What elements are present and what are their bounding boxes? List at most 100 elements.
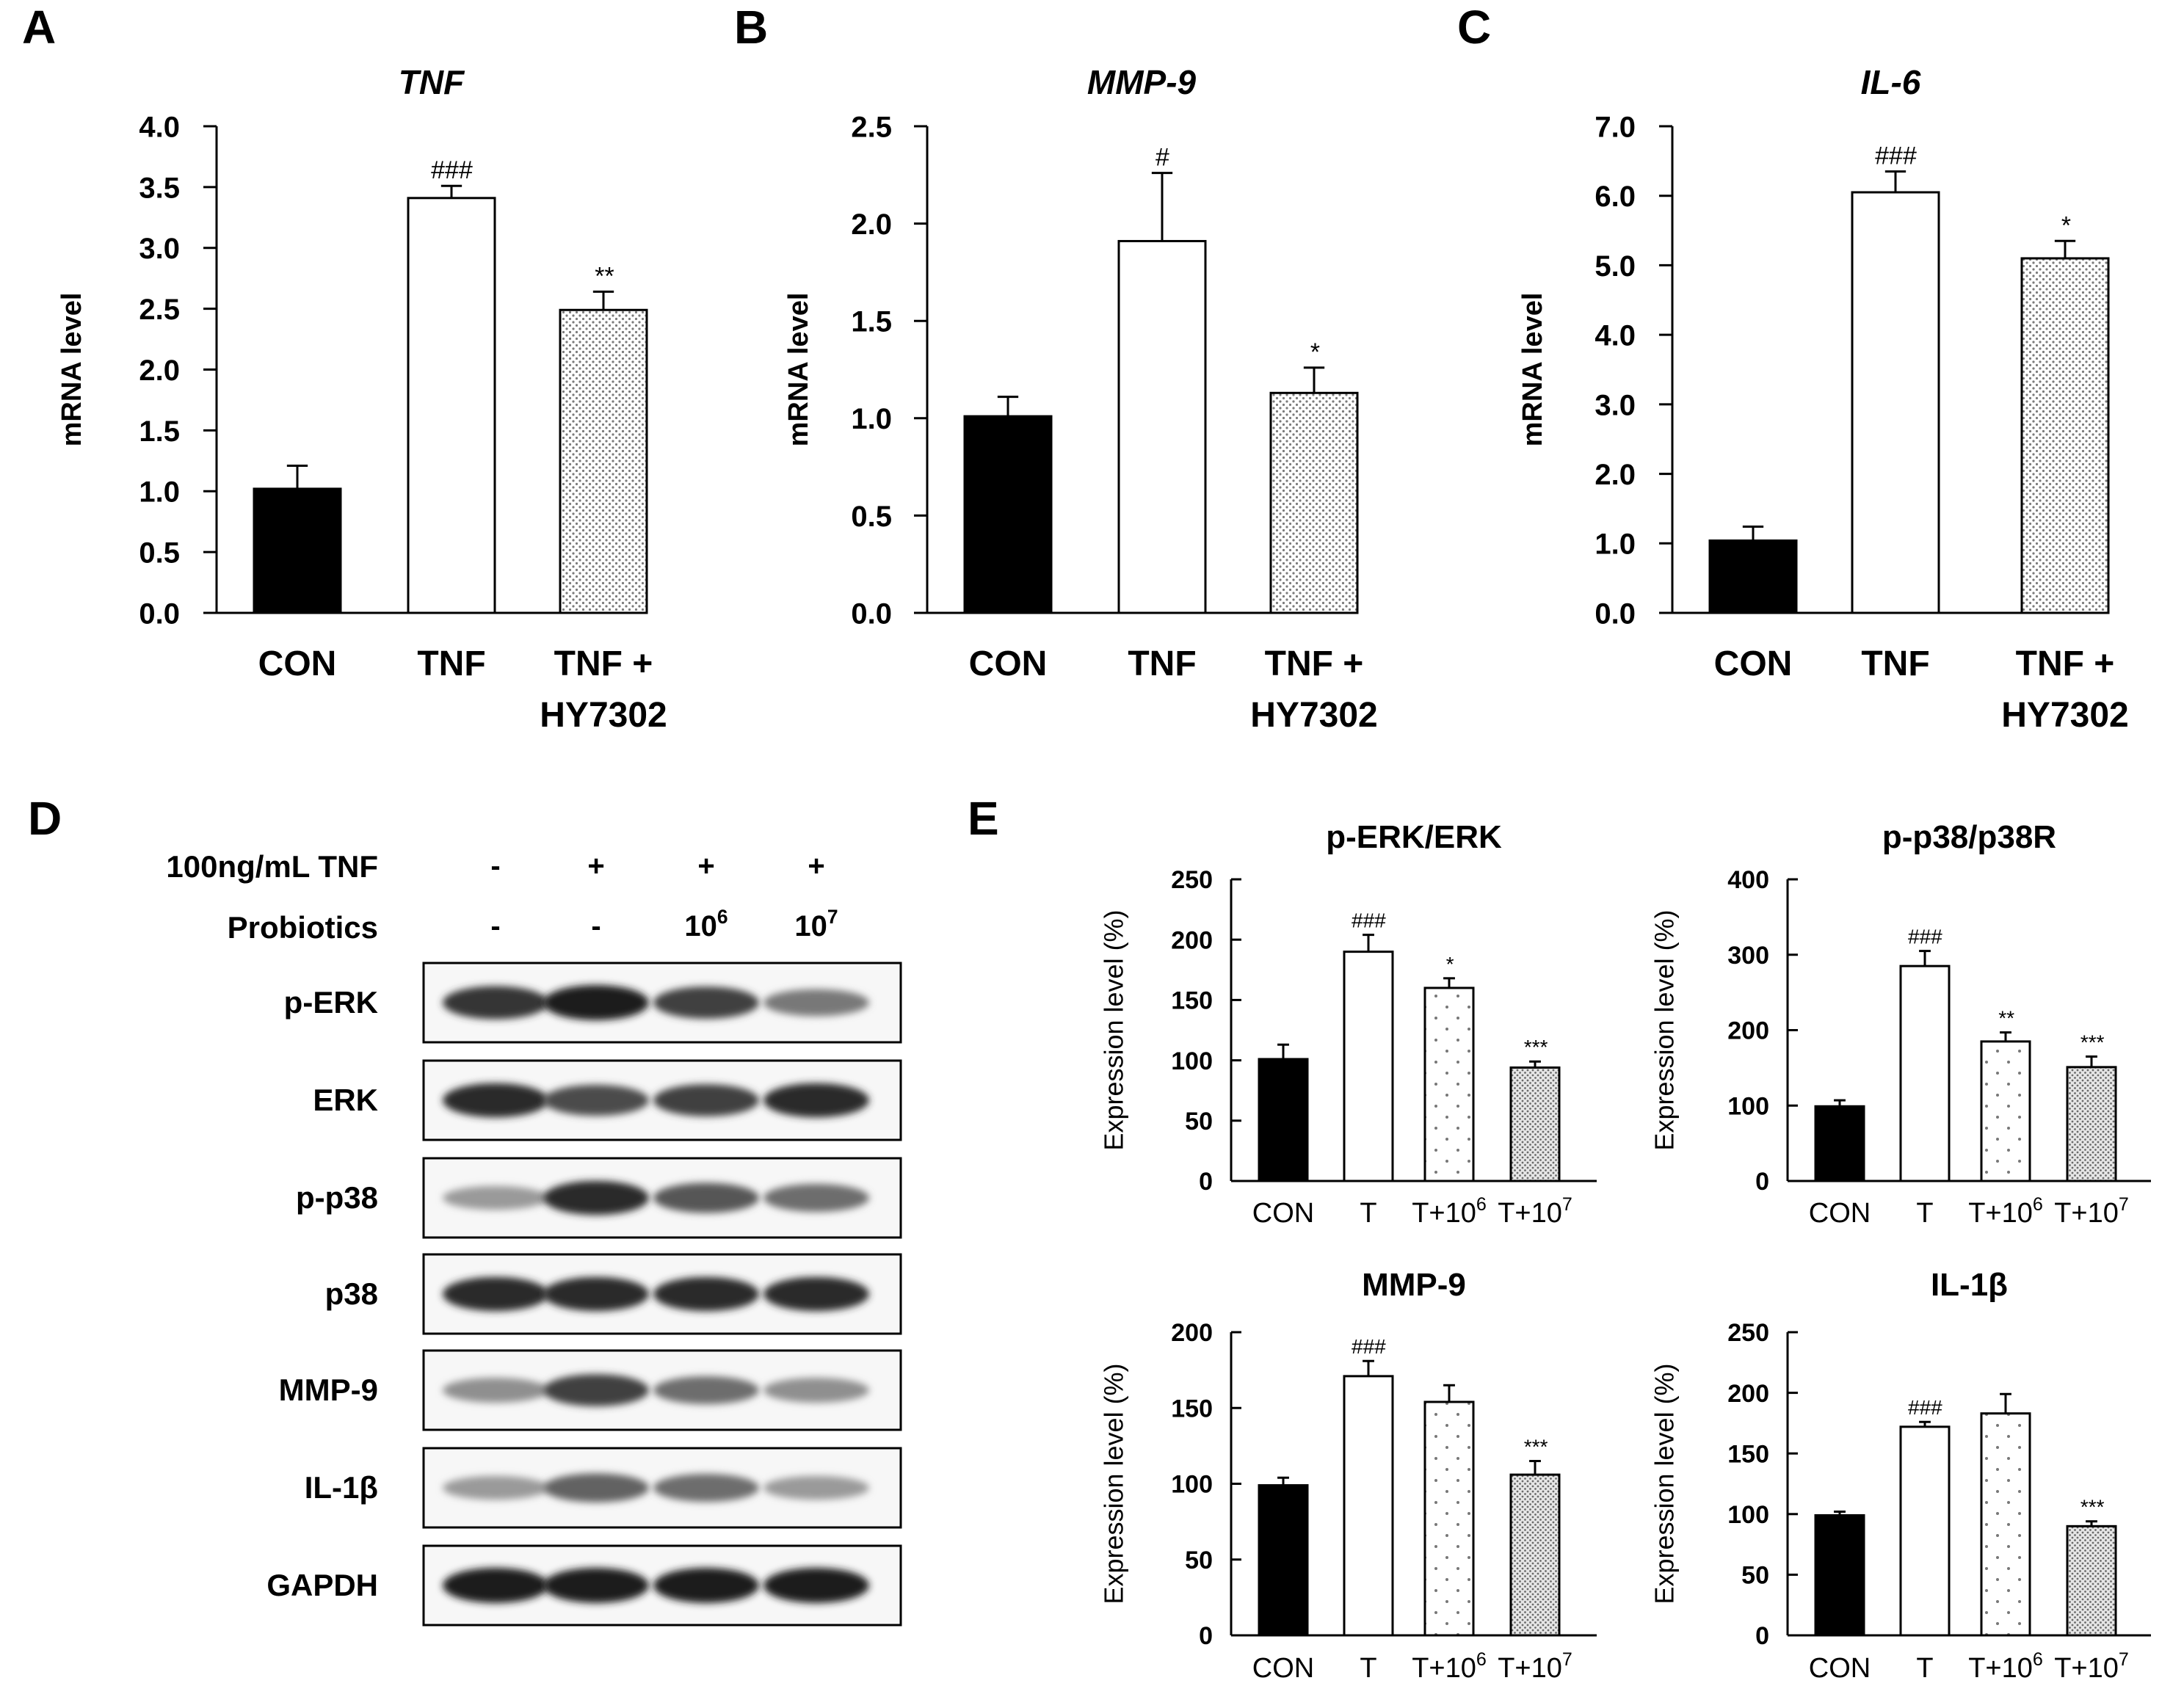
blot-row-label: p-ERK <box>284 985 378 1020</box>
significance-mark: ### <box>1352 909 1386 932</box>
blot-band <box>443 1185 548 1210</box>
chart-a: 0.0 0.5 1.0 1.5 2.0 2.5 3.0 3.5 4.0 TNF mRNA level… <box>57 63 667 735</box>
y-axis-label: Expression level (%) <box>1650 909 1680 1150</box>
category-label: CON <box>1714 644 1793 683</box>
bar <box>1117 239 1207 614</box>
probiotics-mark: 107 <box>794 906 838 942</box>
panel-letter-b: B <box>734 1 769 54</box>
category-label: T+107 <box>1498 1649 1572 1684</box>
panel-letter-a: A <box>22 1 57 54</box>
y-tick-label: 2.0 <box>139 355 180 387</box>
y-tick-label: 100 <box>1727 1092 1769 1120</box>
blot-band <box>653 1182 759 1213</box>
y-tick-label: 100 <box>1171 1047 1213 1075</box>
y-tick-label: 200 <box>1727 1380 1769 1408</box>
chart-title: MMP-9 <box>1362 1267 1466 1303</box>
chart-title: p-p38/p38R <box>1882 819 2056 855</box>
bar <box>1814 1105 1865 1182</box>
y-tick-label: 1.0 <box>139 476 180 509</box>
bar <box>1509 1473 1561 1637</box>
y-tick-label: 1.5 <box>139 415 180 448</box>
treatment-mark: + <box>697 850 714 882</box>
significance-mark: * <box>1309 338 1320 366</box>
y-axis-label: Expression level (%) <box>1650 1363 1680 1604</box>
bar <box>963 415 1053 614</box>
category-label-line2: HY7302 <box>1250 696 1377 735</box>
y-tick-label: 100 <box>1727 1501 1769 1529</box>
bar <box>1899 964 1951 1182</box>
chart-title: p-ERK/ERK <box>1326 819 1502 855</box>
y-tick-label: 250 <box>1727 1319 1769 1347</box>
category-label: TNF <box>417 644 485 683</box>
treatment-mark: - <box>490 850 500 882</box>
significance-mark: *** <box>1523 1436 1548 1458</box>
category-label: T+106 <box>1412 1194 1487 1229</box>
bar <box>1899 1425 1951 1637</box>
y-axis-label: Expression level (%) <box>1099 1363 1129 1604</box>
y-tick-label: 7.0 <box>1595 111 1636 143</box>
bar <box>1423 986 1475 1182</box>
bar <box>1980 1412 2031 1637</box>
y-tick-label: 300 <box>1727 942 1769 970</box>
bar <box>2020 257 2110 614</box>
bar <box>1343 951 1394 1182</box>
bar <box>253 487 342 614</box>
category-label: TNF + <box>1265 644 1364 683</box>
y-tick-label: 150 <box>1727 1440 1769 1468</box>
y-axis-label: mRNA level <box>1517 293 1548 447</box>
y-tick-label: 0.5 <box>139 537 180 570</box>
chart-title: TNF <box>399 63 465 101</box>
blot-band <box>543 1276 649 1312</box>
significance-mark: ### <box>1908 1396 1942 1419</box>
significance-mark: *** <box>2080 1031 2105 1053</box>
y-tick-label: 150 <box>1171 1395 1213 1422</box>
blot-row-label: GAPDH <box>266 1568 378 1602</box>
bar <box>1343 1375 1394 1637</box>
category-label: T <box>1916 1653 1933 1684</box>
bar <box>1851 191 1940 614</box>
y-tick-label: 400 <box>1727 866 1769 894</box>
blot-band <box>543 1180 649 1215</box>
blot-band <box>653 1276 759 1312</box>
significance-mark: * <box>2060 211 2071 239</box>
y-tick-label: 2.0 <box>1595 459 1636 491</box>
blot-band <box>443 1276 548 1312</box>
chart-title: IL-1β <box>1931 1267 2008 1303</box>
y-tick-label: 100 <box>1171 1471 1213 1499</box>
bar <box>1258 1484 1309 1637</box>
category-label: T <box>1360 1198 1376 1229</box>
y-tick-label: 200 <box>1171 1319 1213 1347</box>
blot-row-label: p-p38 <box>296 1180 378 1215</box>
chart-title: MMP-9 <box>1087 63 1197 101</box>
probiotics-mark: - <box>490 910 500 942</box>
bar <box>1708 539 1798 614</box>
treatment-mark: + <box>587 850 604 882</box>
y-tick-label: 4.0 <box>139 111 180 143</box>
treatment-label: 100ng/mL TNF <box>166 849 378 884</box>
probiotics-label: Probiotics <box>228 910 378 945</box>
category-label: T+107 <box>1498 1194 1572 1229</box>
y-tick-label: 1.0 <box>1595 528 1636 561</box>
blot-band <box>543 1084 649 1116</box>
category-label-line2: HY7302 <box>2001 696 2128 735</box>
y-tick-label: 0 <box>1199 1622 1213 1650</box>
blot-band <box>653 1473 759 1502</box>
blot-row-label: ERK <box>313 1083 378 1117</box>
category-label: CON <box>1252 1198 1314 1229</box>
bar <box>1980 1040 2031 1182</box>
bar <box>1258 1058 1309 1182</box>
significance-mark: ### <box>1352 1335 1386 1358</box>
y-tick-label: 0.0 <box>1595 597 1636 630</box>
category-label: CON <box>1809 1198 1871 1229</box>
significance-mark: *** <box>2080 1496 2105 1519</box>
y-tick-label: 200 <box>1727 1017 1769 1045</box>
blot-band <box>763 1083 869 1118</box>
blot-band <box>443 1568 548 1603</box>
bar <box>1509 1066 1561 1182</box>
blot-band <box>543 1568 649 1603</box>
western-blot-panel: 100ng/mL TNF - + + + Probiotics - - 106 107 p-ERK E… <box>166 849 902 1627</box>
probiotics-mark: - <box>591 910 601 942</box>
blot-band <box>763 1183 869 1213</box>
chart-c: 0.0 1.0 2.0 3.0 4.0 5.0 6.0 7.0 IL-6 mRNA level CO… <box>1517 63 2129 735</box>
